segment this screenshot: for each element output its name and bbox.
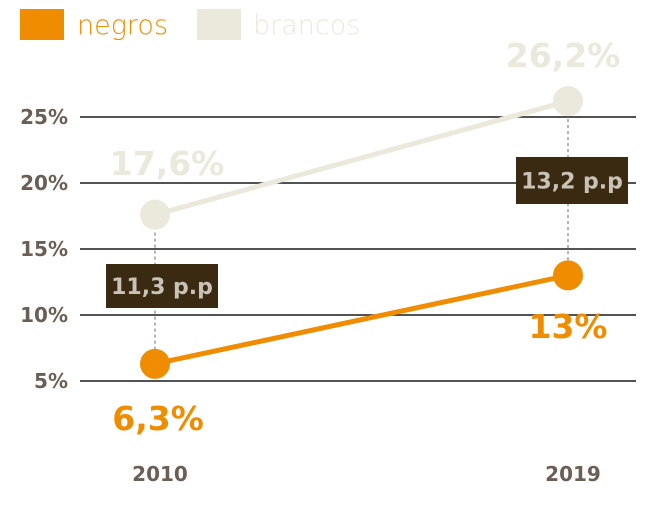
gap-box bbox=[516, 157, 628, 204]
data-point-brancos bbox=[553, 86, 583, 117]
data-point-negros bbox=[140, 348, 170, 379]
y-tick-label: 20% bbox=[20, 171, 68, 195]
x-tick-label: 2019 bbox=[545, 462, 601, 486]
gap-label: 11,3 p.p bbox=[111, 275, 213, 300]
x-tick-label: 2010 bbox=[132, 462, 188, 486]
data-label-negros: 6,3% bbox=[112, 399, 204, 438]
series-lines bbox=[140, 86, 583, 379]
legend-swatch-negros bbox=[20, 9, 64, 40]
y-tick-label: 5% bbox=[34, 369, 68, 393]
data-labels: 17,6% 26,2% 6,3% 13% bbox=[110, 36, 621, 438]
data-label-brancos: 26,2% bbox=[506, 36, 621, 75]
gap-annotations: 11,3 p.p 13,2 p.p bbox=[106, 157, 628, 308]
legend-swatch-brancos bbox=[197, 9, 241, 40]
gap-label: 13,2 p.p bbox=[521, 170, 623, 195]
legend-label-negros: negros bbox=[77, 10, 168, 41]
legend-label-brancos: brancos bbox=[253, 10, 360, 41]
gap-connectors bbox=[154, 101, 569, 364]
data-point-brancos bbox=[140, 199, 170, 230]
x-axis-tick-labels: 2010 2019 bbox=[132, 462, 601, 486]
y-tick-label: 25% bbox=[20, 105, 68, 129]
y-axis-tick-labels: 5% 10% 15% 20% 25% bbox=[20, 105, 68, 393]
data-point-negros bbox=[553, 260, 583, 291]
series-line-brancos bbox=[154, 98, 569, 218]
data-label-brancos: 17,6% bbox=[110, 144, 225, 183]
y-tick-label: 10% bbox=[20, 303, 68, 327]
y-tick-label: 15% bbox=[20, 237, 68, 261]
legend: negros brancos bbox=[20, 9, 360, 41]
data-label-negros: 13% bbox=[529, 307, 608, 346]
series-line-negros bbox=[154, 272, 569, 367]
gap-box bbox=[106, 264, 218, 308]
